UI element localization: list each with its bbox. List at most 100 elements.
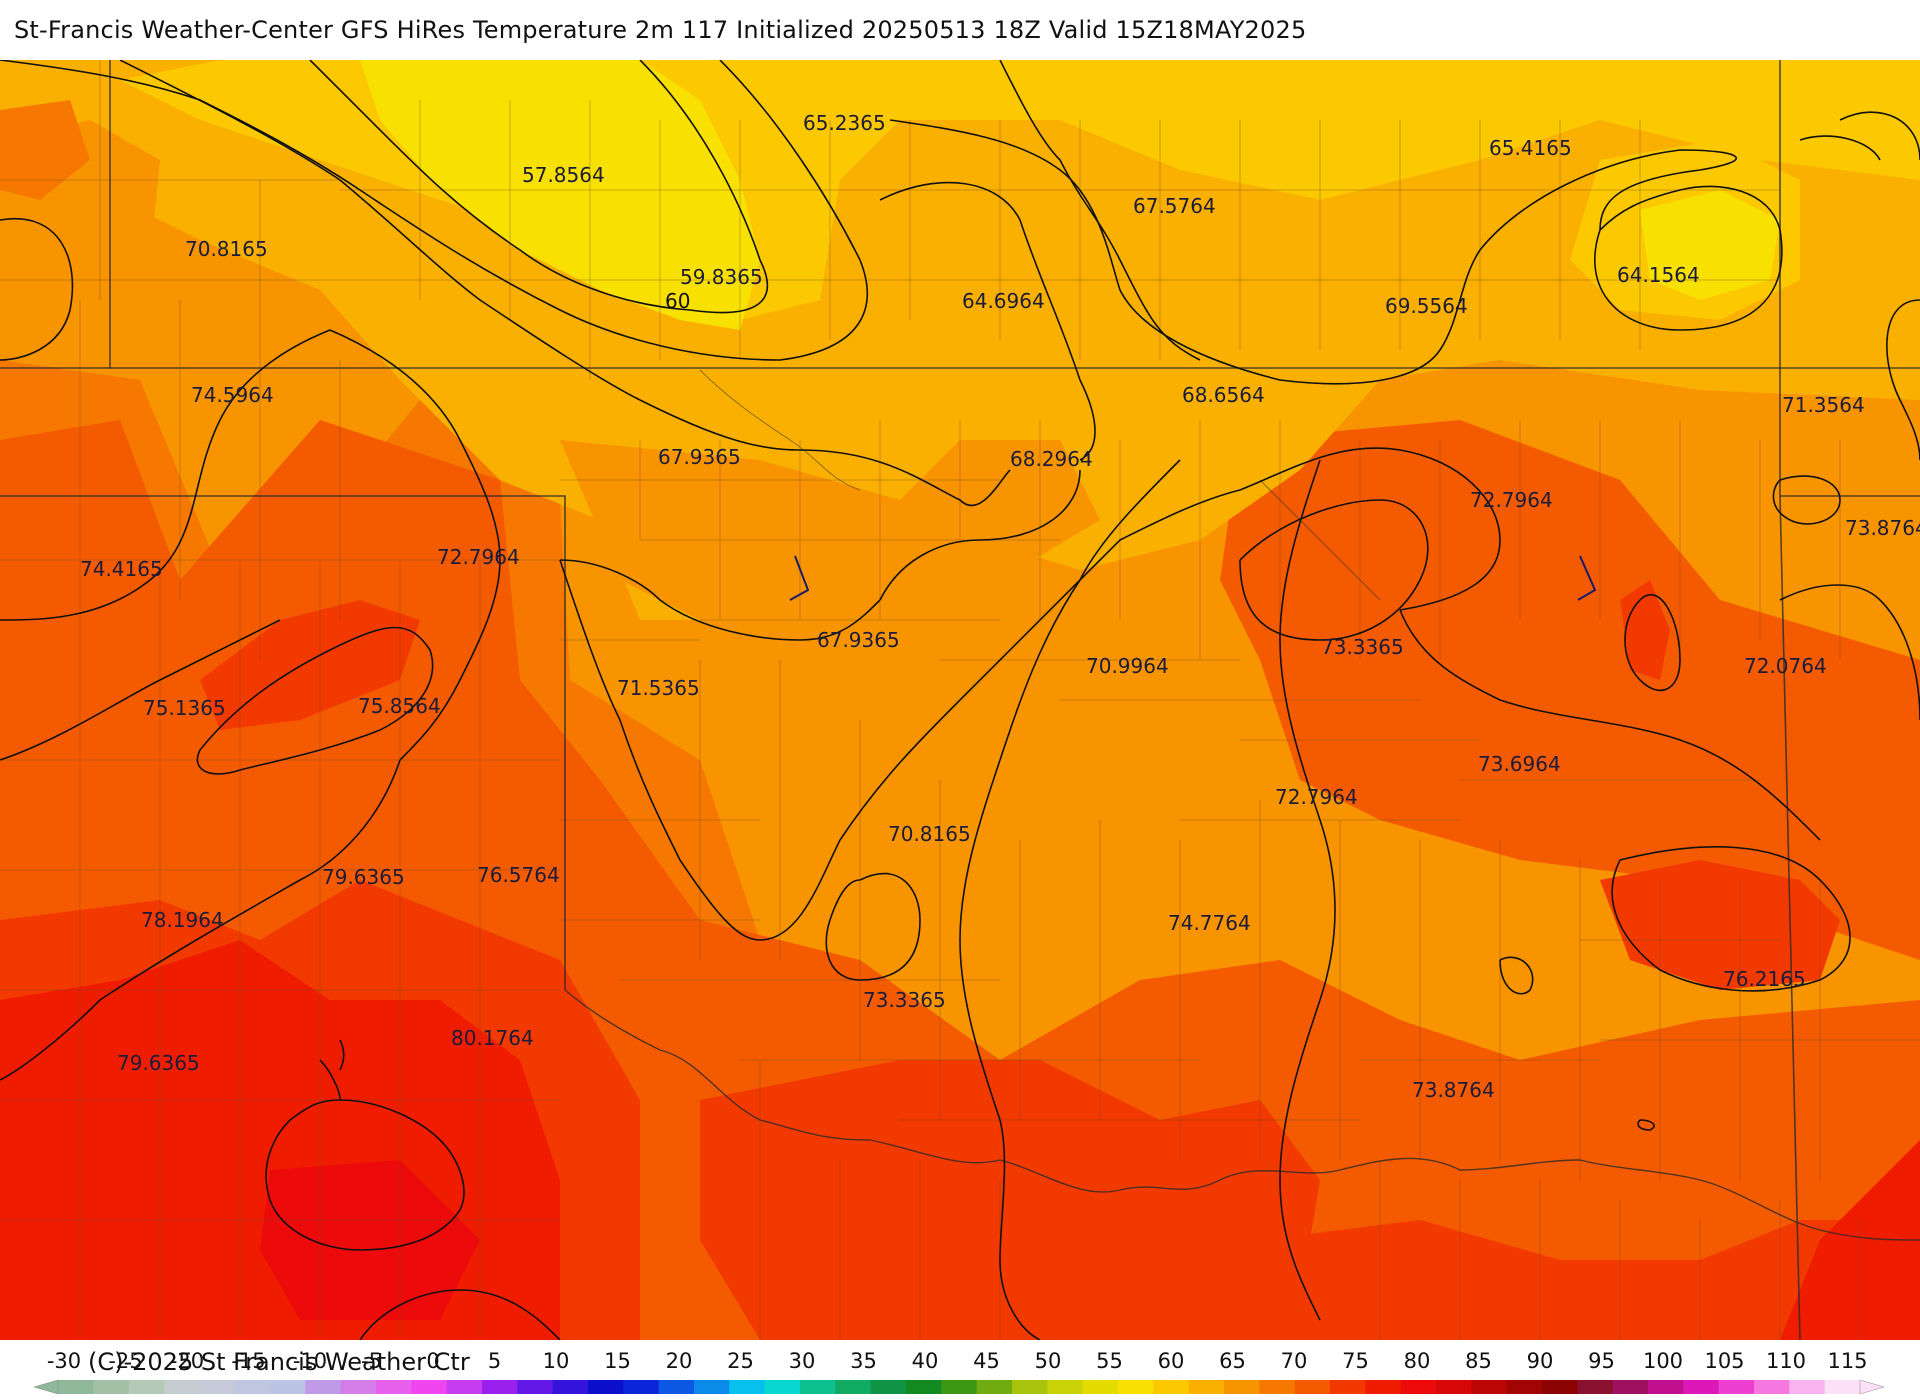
temperature-label: 70.8165: [185, 237, 268, 261]
contour-label: 60: [665, 289, 690, 313]
temperature-label: 67.9365: [817, 628, 900, 652]
temperature-label: 71.3564: [1782, 393, 1865, 417]
colorbar-swatch: [411, 1380, 448, 1394]
colorbar-swatch: [1012, 1380, 1048, 1394]
colorbar-swatch: [729, 1380, 766, 1394]
temperature-label: 74.5964: [191, 383, 274, 407]
temperature-label: 79.6365: [117, 1051, 200, 1075]
colorbar-swatch: [164, 1380, 200, 1394]
temperature-label: 65.4165: [1489, 136, 1572, 160]
temperature-label: 69.5564: [1385, 294, 1468, 318]
colorbar-tick-label: 40: [912, 1349, 939, 1373]
temperature-label: 74.7764: [1168, 911, 1251, 935]
colorbar-tick-label: -5: [361, 1349, 382, 1373]
colorbar-tick-label: 30: [789, 1349, 816, 1373]
colorbar-swatch: [1082, 1380, 1119, 1394]
colorbar-swatch: [835, 1380, 872, 1394]
colorbar-swatch: [270, 1380, 306, 1394]
temperature-label: 78.1964: [141, 908, 224, 932]
temperature-label: 76.2165: [1723, 967, 1806, 991]
colorbar-tick-label: 10: [543, 1349, 570, 1373]
colorbar-swatch: [1612, 1380, 1649, 1394]
temperature-label: 73.8764: [1845, 516, 1920, 540]
colorbar-swatch: [1330, 1380, 1366, 1394]
colorbar-swatch: [1718, 1380, 1755, 1394]
temperature-label: 57.8564: [522, 163, 605, 187]
colorbar-tick-label: 70: [1281, 1349, 1308, 1373]
colorbar-tick-label: 95: [1588, 1349, 1615, 1373]
colorbar-tick-label: 5: [488, 1349, 501, 1373]
colorbar-swatch: [93, 1380, 130, 1394]
temperature-label: 76.5764: [477, 863, 560, 887]
point-temperature-labels: 57.8564 65.2365 65.4165 70.8165 67.5764 …: [80, 111, 1920, 1102]
temperature-label: 79.6365: [322, 865, 405, 889]
colorbar-swatch: [482, 1380, 518, 1394]
temperature-label: 75.1365: [143, 696, 226, 720]
colorbar-tick-label: 20: [666, 1349, 693, 1373]
temperature-label: 80.1764: [451, 1026, 534, 1050]
temperature-label: 68.6564: [1182, 383, 1265, 407]
colorbar-tick-label: 115: [1827, 1349, 1867, 1373]
colorbar-swatch: [1294, 1380, 1331, 1394]
colorbar-swatch: [1436, 1380, 1472, 1394]
colorbar-tick-label: 50: [1035, 1349, 1062, 1373]
colorbar-swatch: [1577, 1380, 1614, 1394]
temperature-label: 73.6964: [1478, 752, 1561, 776]
temperature-label: 72.7964: [1470, 488, 1553, 512]
temperature-label: 67.5764: [1133, 194, 1216, 218]
colorbar-swatch: [376, 1380, 412, 1394]
colorbar-swatch: [1224, 1380, 1260, 1394]
wind-barb: [1577, 555, 1597, 601]
colorbar-swatch: [58, 1380, 94, 1394]
colorbar-swatch: [764, 1380, 801, 1394]
temperature-label: 65.2365: [803, 111, 886, 135]
colorbar-swatch: [199, 1380, 236, 1394]
colorbar-swatch: [623, 1380, 660, 1394]
temperature-label: 73.3365: [863, 988, 946, 1012]
temperature-label: 70.8165: [888, 822, 971, 846]
temperature-label: 72.0764: [1744, 654, 1827, 678]
colorbar-swatch: [941, 1380, 978, 1394]
colorbar-swatch: [1188, 1380, 1225, 1394]
colorbar-swatch: [870, 1380, 907, 1394]
colorbar-tick-label: 85: [1465, 1349, 1492, 1373]
temperature-label: 72.7964: [437, 545, 520, 569]
colorbar-swatch: [976, 1380, 1013, 1394]
colorbar-tick-label: 65: [1219, 1349, 1246, 1373]
colorbar-right-arrow: [1859, 1379, 1885, 1395]
colorbar-swatch: [446, 1380, 483, 1394]
temperature-label: 64.6964: [962, 289, 1045, 313]
colorbar-swatch: [1047, 1380, 1084, 1394]
state-boundaries: [0, 60, 1920, 1340]
colorbar-swatch: [1648, 1380, 1684, 1394]
colorbar-tick-labels: -30 -25 -20 -15 -10 -5 0 5 10 15 20 25 30 35 40 45 50 55 6…: [47, 1349, 1868, 1373]
colorbar-swatch: [517, 1380, 554, 1394]
colorbar-tick-label: -20: [170, 1349, 204, 1373]
colorbar-swatch: [658, 1380, 695, 1394]
colorbar-tick-label: 45: [973, 1349, 1000, 1373]
colorbar-swatches: [58, 1380, 1861, 1394]
colorbar-tick-label: 15: [604, 1349, 631, 1373]
colorbar-tick-label: -10: [293, 1349, 327, 1373]
colorbar-swatch: [552, 1380, 589, 1394]
isotherm-contours: [0, 60, 1920, 1340]
colorbar-swatch: [1506, 1380, 1543, 1394]
colorbar-tick-label: 105: [1704, 1349, 1744, 1373]
colorbar-tick-label: 75: [1342, 1349, 1369, 1373]
map-title: St-Francis Weather-Center GFS HiRes Temp…: [14, 16, 1307, 44]
temperature-label: 75.8564: [358, 694, 441, 718]
temperature-label: 70.9964: [1086, 654, 1169, 678]
colorbar-tick-label: -15: [231, 1349, 265, 1373]
colorbar-tick-label: 80: [1404, 1349, 1431, 1373]
colorbar-swatch: [1542, 1380, 1578, 1394]
colorbar-swatch: [1365, 1380, 1402, 1394]
temperature-map[interactable]: 60 57.8564 65.2365 65.4165 70.8165 67.57…: [0, 60, 1920, 1340]
colorbar-swatch: [1754, 1380, 1790, 1394]
colorbar-tick-label: 100: [1643, 1349, 1683, 1373]
colorbar-tick-label: 25: [727, 1349, 754, 1373]
temperature-label: 72.7964: [1275, 785, 1358, 809]
colorbar-swatch: [234, 1380, 271, 1394]
colorbar-tick-label: 35: [850, 1349, 877, 1373]
colorbar-swatch: [1153, 1380, 1190, 1394]
colorbar-swatch: [340, 1380, 377, 1394]
